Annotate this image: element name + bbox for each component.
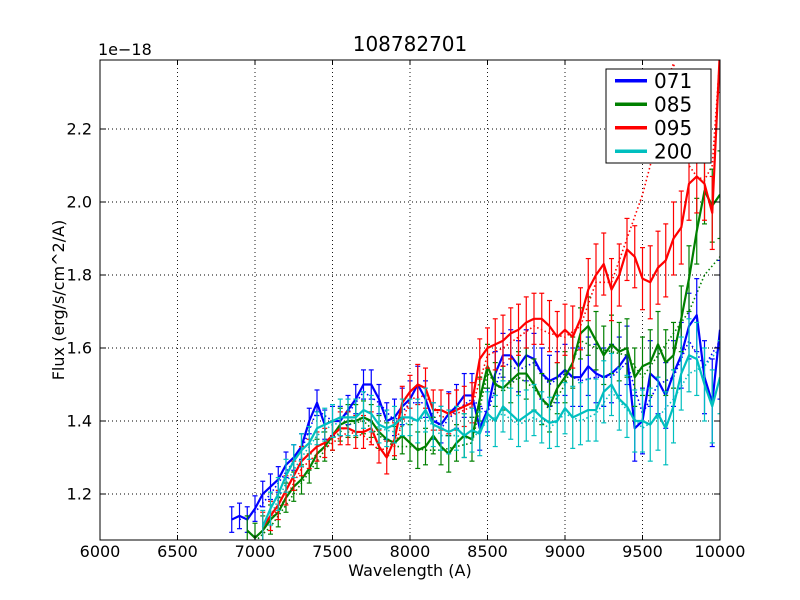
y-tick-label: 1.6 <box>67 339 92 358</box>
tick-marks <box>99 60 721 540</box>
series-line <box>261 354 720 528</box>
y-tick-label: 2.2 <box>67 119 92 138</box>
legend-label-200: 200 <box>654 139 692 163</box>
chart-layers: 6000 6500 7000 7500 8000 8500 9000 9500 10000 1.2… <box>67 59 746 561</box>
series-line <box>246 189 720 539</box>
y-axis-offset-label: 1e−18 <box>98 40 152 59</box>
y-tick-label: 1.4 <box>67 412 92 431</box>
series-line <box>231 314 720 521</box>
x-tick-label: 6500 <box>157 542 198 561</box>
x-tick-label: 10000 <box>695 542 746 561</box>
series-line <box>261 60 720 528</box>
x-tick-label: 7500 <box>312 542 353 561</box>
legend-label-071: 071 <box>654 69 692 93</box>
x-tick-label: 9000 <box>545 542 586 561</box>
x-tick-label: 7000 <box>235 542 276 561</box>
x-tick-label: 6000 <box>80 542 121 561</box>
x-tick-label: 8500 <box>467 542 508 561</box>
error-bars-200 <box>260 318 720 540</box>
y-axis-label: Flux (erg/s/cm^2/A) <box>49 220 68 381</box>
series-200 <box>260 318 720 540</box>
y-tick-label: 1.8 <box>67 265 92 284</box>
x-axis-label: Wavelength (A) <box>348 561 471 580</box>
legend-label-095: 095 <box>654 116 692 140</box>
legend-label-085: 085 <box>654 92 692 116</box>
y-tick-label: 2.0 <box>67 192 92 211</box>
x-tick-label: 8000 <box>390 542 431 561</box>
chart-title: 108782701 <box>353 32 468 56</box>
x-tick-label: 9500 <box>622 542 663 561</box>
legend-box <box>605 68 712 164</box>
tick-labels: 6000 6500 7000 7500 8000 8500 9000 9500 10000 1.2… <box>67 119 746 561</box>
y-tick-label: 1.2 <box>67 485 92 504</box>
